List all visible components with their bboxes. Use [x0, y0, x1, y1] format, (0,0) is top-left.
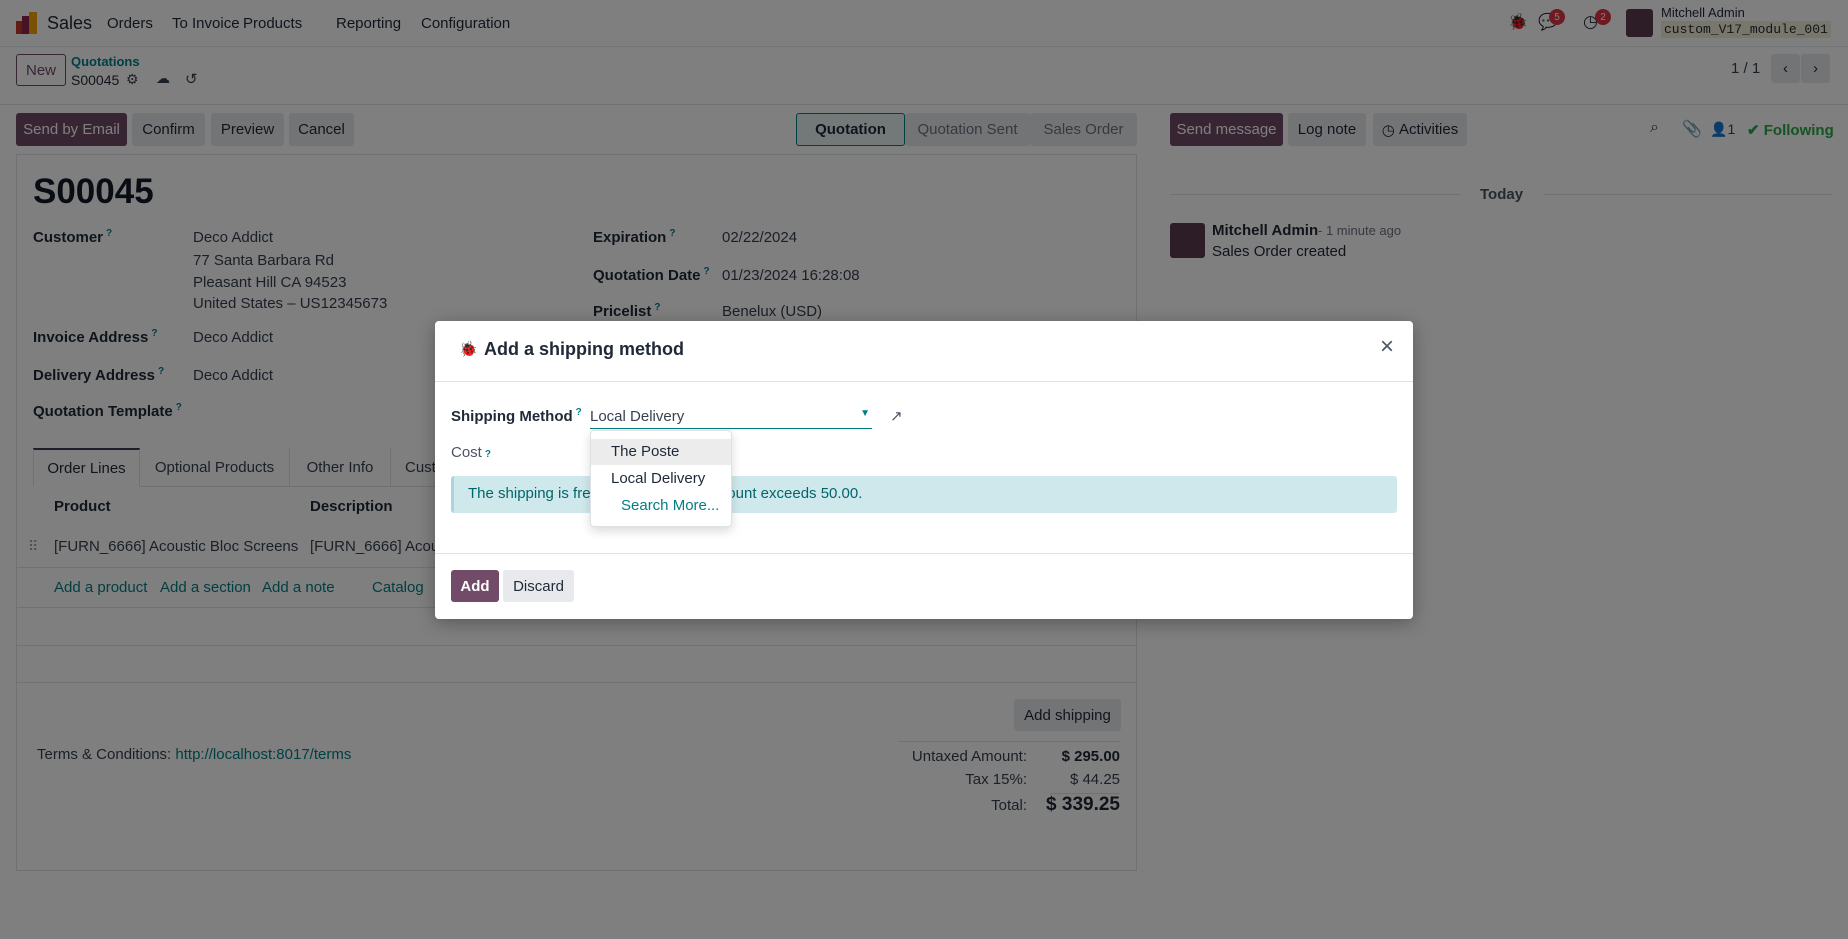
option-local-delivery[interactable]: Local Delivery: [611, 470, 706, 487]
shipping-method-value: Local Delivery: [590, 408, 685, 425]
shipping-method-input[interactable]: Local Delivery ▼: [590, 405, 872, 429]
cost-label: Cost?: [451, 444, 491, 461]
close-icon[interactable]: ×: [1380, 333, 1395, 360]
external-link-icon[interactable]: ↗: [890, 408, 903, 425]
discard-button[interactable]: Discard: [503, 570, 574, 602]
shipping-method-dialog: 🐞 Add a shipping method × Shipping Metho…: [435, 321, 1413, 619]
caret-down-icon[interactable]: ▼: [860, 408, 870, 419]
dialog-footer-divider: [435, 553, 1413, 554]
dialog-header-divider: [435, 381, 1413, 382]
add-button[interactable]: Add: [451, 570, 499, 602]
dialog-title: Add a shipping method: [484, 339, 684, 359]
bug-icon: 🐞: [459, 341, 478, 358]
option-the-poste[interactable]: The Poste: [591, 439, 731, 465]
search-more-option[interactable]: Search More...: [621, 497, 720, 514]
shipping-method-dropdown: The Poste Local Delivery Search More...: [590, 430, 732, 527]
shipping-method-label: Shipping Method?: [451, 407, 582, 425]
